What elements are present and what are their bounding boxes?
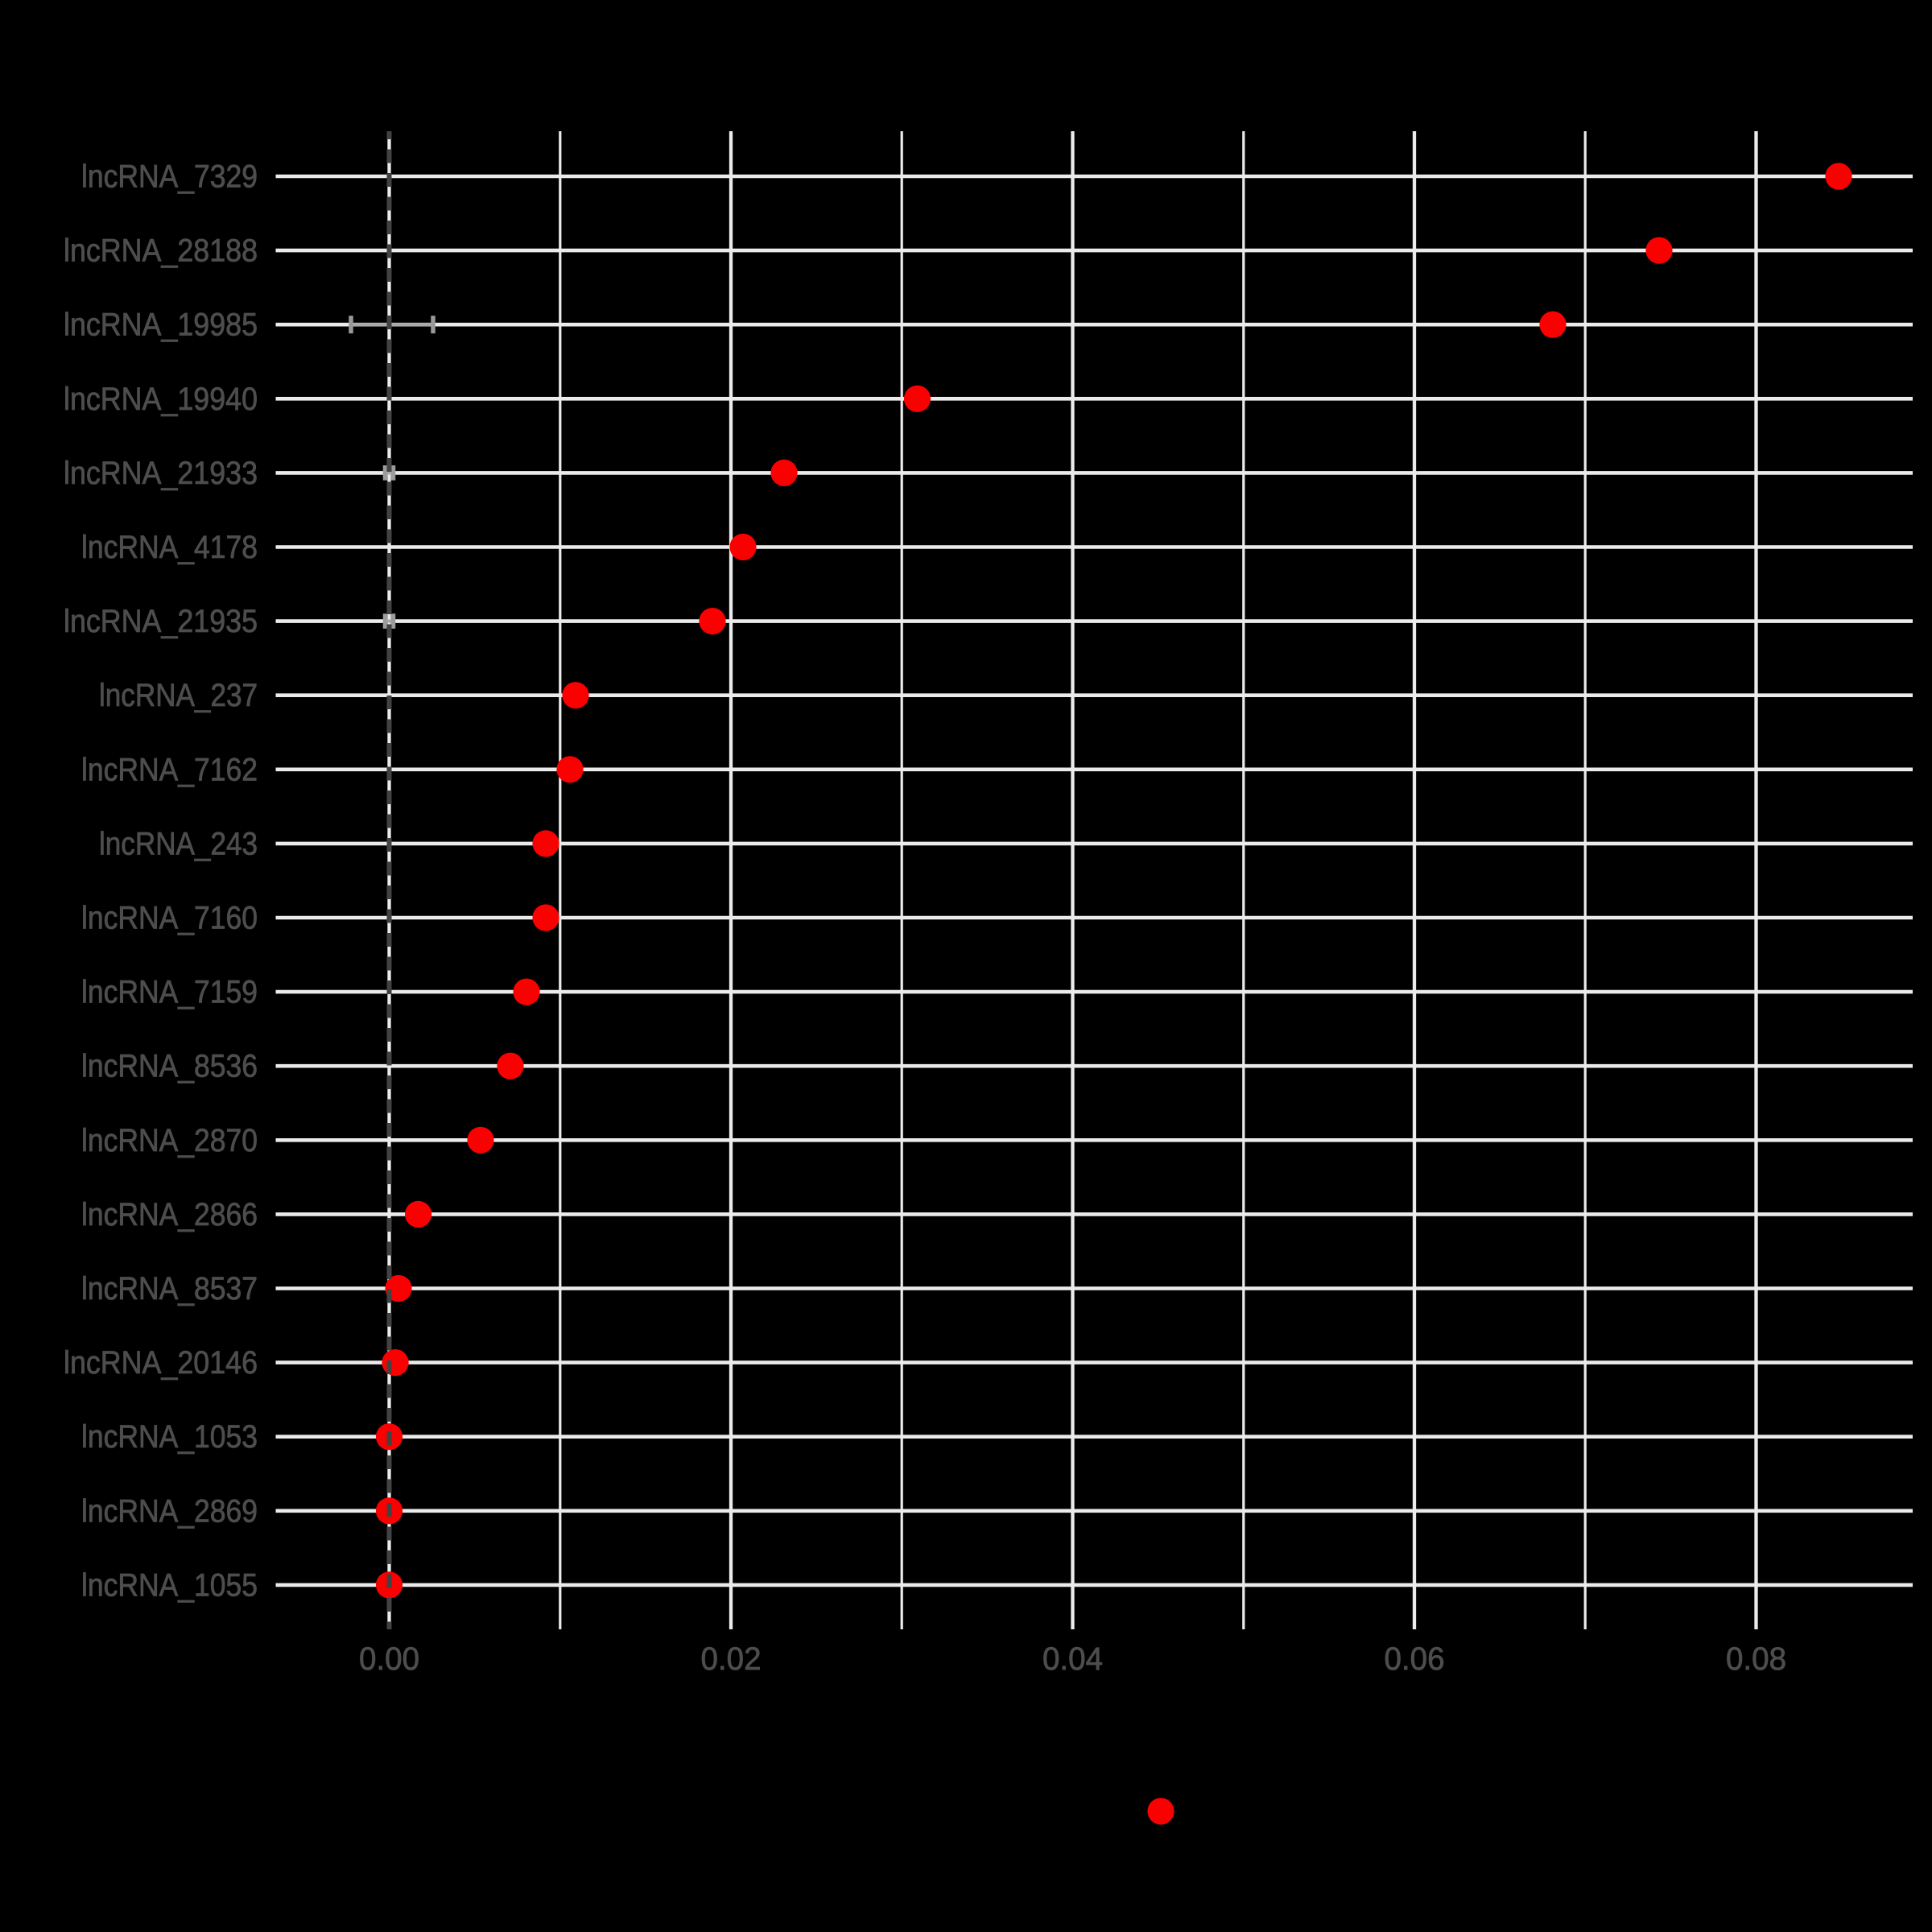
svg-text:lncRNA_237: lncRNA_237 <box>99 678 258 713</box>
svg-text:lncRNA_19940: lncRNA_19940 <box>64 382 258 417</box>
svg-text:lncRNA_4178: lncRNA_4178 <box>81 530 258 565</box>
svg-text:lncRNA_7159: lncRNA_7159 <box>81 975 258 1010</box>
svg-text:0.06: 0.06 <box>1385 1641 1445 1677</box>
svg-text:lncRNA_7329: lncRNA_7329 <box>81 159 258 195</box>
svg-text:lncRNA_20146: lncRNA_20146 <box>64 1345 258 1381</box>
svg-text:lncRNA_28188: lncRNA_28188 <box>64 233 258 269</box>
svg-text:lncRNA_8537: lncRNA_8537 <box>81 1271 258 1307</box>
svg-text:lncRNA_1055: lncRNA_1055 <box>81 1567 258 1603</box>
svg-text:lncRNA_7162: lncRNA_7162 <box>81 752 258 787</box>
svg-text:lncRNA_19985: lncRNA_19985 <box>64 308 258 343</box>
svg-text:0.00: 0.00 <box>359 1641 419 1677</box>
svg-text:lncRNA_2869: lncRNA_2869 <box>81 1493 258 1529</box>
svg-text:lncRNA_21935: lncRNA_21935 <box>64 604 258 639</box>
svg-text:lncRNA_1053: lncRNA_1053 <box>81 1419 258 1455</box>
svg-text:0.02: 0.02 <box>701 1641 762 1677</box>
svg-text:lncRNA_8536: lncRNA_8536 <box>81 1049 258 1084</box>
svg-text:lncRNA_2870: lncRNA_2870 <box>81 1123 258 1158</box>
svg-text:lncRNA_21933: lncRNA_21933 <box>64 456 258 491</box>
svg-text:0.04: 0.04 <box>1042 1641 1103 1677</box>
svg-text:0.08: 0.08 <box>1726 1641 1786 1677</box>
svg-text:lncRNA_243: lncRNA_243 <box>99 826 258 861</box>
svg-text:lncRNA_7160: lncRNA_7160 <box>81 901 258 936</box>
svg-text:lncRNA_2866: lncRNA_2866 <box>81 1197 258 1232</box>
